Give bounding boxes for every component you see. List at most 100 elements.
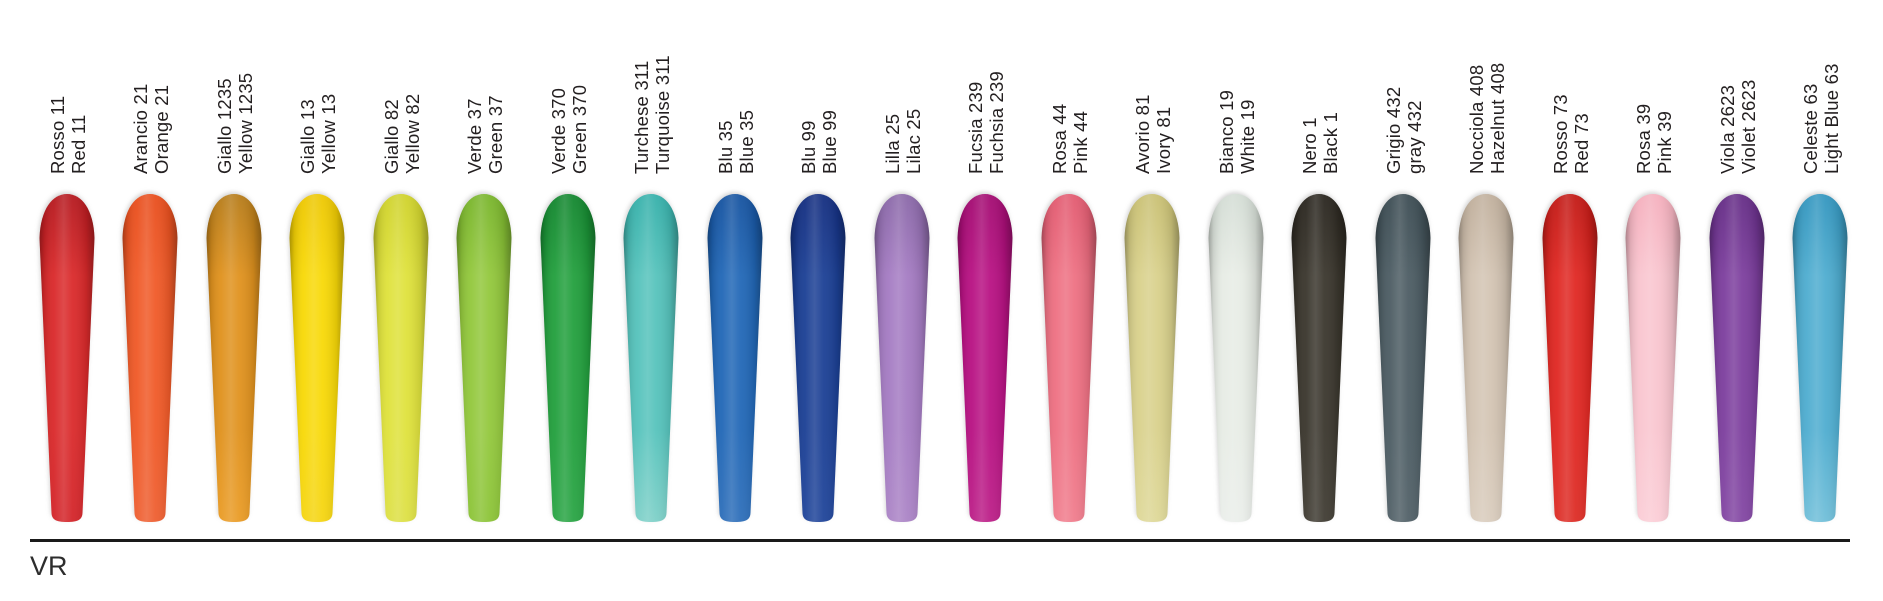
swatch-label-area: Celeste 63 Light Blue 63 bbox=[1779, 0, 1863, 192]
swatch-column: Nero 1 Black 1 bbox=[1278, 0, 1362, 524]
swatch-label: Celeste 63 Light Blue 63 bbox=[1800, 63, 1842, 174]
swatch-label-italian: Rosa 39 bbox=[1633, 103, 1655, 174]
swatch-label-english: White 19 bbox=[1236, 99, 1258, 174]
swatch-label-english: Orange 21 bbox=[151, 84, 173, 174]
swatch-label-italian: Grigio 432 bbox=[1382, 86, 1404, 174]
swatch-label-area: Rosso 73 Red 73 bbox=[1528, 0, 1612, 192]
color-swatch-shape bbox=[1542, 194, 1598, 522]
swatch-label-italian: Verde 37 bbox=[464, 98, 486, 174]
color-swatch-shape bbox=[206, 194, 262, 522]
swatch-label-english: Ivory 81 bbox=[1153, 106, 1175, 174]
swatch-label: Rosso 73 Red 73 bbox=[1550, 94, 1592, 174]
color-swatch-shape bbox=[456, 194, 512, 522]
swatch-label-area: Fucsia 239 Fuchsia 239 bbox=[944, 0, 1028, 192]
color-swatch-shape bbox=[122, 194, 178, 522]
swatch-label-area: Verde 370 Green 370 bbox=[526, 0, 610, 192]
swatch-label-area: Verde 37 Green 37 bbox=[443, 0, 527, 192]
swatch-label-italian: Giallo 82 bbox=[380, 99, 402, 174]
swatch-column: Rosa 44 Pink 44 bbox=[1027, 0, 1111, 524]
swatch-column: Avorio 81 Ivory 81 bbox=[1111, 0, 1195, 524]
swatch-label: Blu 99 Blue 99 bbox=[798, 110, 840, 174]
swatch-label-english: Green 37 bbox=[485, 95, 507, 174]
swatch-column: Rosso 73 Red 73 bbox=[1528, 0, 1612, 524]
swatch-column: Fucsia 239 Fuchsia 239 bbox=[944, 0, 1028, 524]
swatch-label: Blu 35 Blue 35 bbox=[715, 110, 757, 174]
color-swatch-shape bbox=[373, 194, 429, 522]
color-swatch-shape bbox=[957, 194, 1013, 522]
color-swatch-shape bbox=[1208, 194, 1264, 522]
swatch-label-italian: Giallo 13 bbox=[297, 99, 319, 174]
swatch-label-italian: Viola 2623 bbox=[1716, 84, 1738, 174]
color-swatch-shape bbox=[874, 194, 930, 522]
swatch-label: Fucsia 239 Fuchsia 239 bbox=[965, 71, 1007, 174]
color-swatch-shape bbox=[1625, 194, 1681, 522]
color-swatch-shape bbox=[1709, 194, 1765, 522]
swatch-label-english: Pink 44 bbox=[1069, 110, 1091, 174]
footer-label: VR bbox=[30, 551, 68, 581]
swatch-label: Nocciola 408 Hazelnut 408 bbox=[1466, 63, 1508, 174]
swatch-label-english: Turquoise 311 bbox=[652, 55, 674, 174]
swatch-label-area: Nero 1 Black 1 bbox=[1278, 0, 1362, 192]
swatch-label-italian: Fucsia 239 bbox=[965, 81, 987, 175]
swatch-column: Arancio 21 Orange 21 bbox=[109, 0, 193, 524]
swatch-label: Nero 1 Black 1 bbox=[1299, 112, 1341, 174]
swatch-column: Giallo 82 Yellow 82 bbox=[359, 0, 443, 524]
swatch-label-area: Blu 99 Blue 99 bbox=[777, 0, 861, 192]
color-swatch-shape bbox=[1458, 194, 1514, 522]
swatch-label-english: Light Blue 63 bbox=[1821, 63, 1843, 174]
swatch-label-italian: Giallo 1235 bbox=[213, 78, 235, 174]
swatch-label-area: Giallo 1235 Yellow 1235 bbox=[192, 0, 276, 192]
swatch-column: Blu 35 Blue 35 bbox=[693, 0, 777, 524]
swatch-label-english: Black 1 bbox=[1320, 111, 1342, 174]
swatch-label-english: Violet 2623 bbox=[1737, 79, 1759, 174]
footer-divider bbox=[30, 539, 1850, 542]
swatch-label-italian: Rosso 11 bbox=[46, 95, 68, 174]
swatch-label-italian: Verde 370 bbox=[547, 87, 569, 174]
swatch-label: Rosso 11 Red 11 bbox=[47, 96, 89, 174]
swatch-label-area: Grigio 432 gray 432 bbox=[1361, 0, 1445, 192]
swatch-label-english: Yellow 1235 bbox=[234, 72, 256, 174]
swatch-label-area: Avorio 81 Ivory 81 bbox=[1111, 0, 1195, 192]
swatch-label-italian: Turchese 311 bbox=[631, 60, 653, 174]
swatch-label-italian: Nero 1 bbox=[1299, 117, 1321, 174]
swatch-column: Verde 370 Green 370 bbox=[526, 0, 610, 524]
swatch-label: Giallo 13 Yellow 13 bbox=[297, 94, 339, 174]
color-swatch-shape bbox=[1375, 194, 1431, 522]
swatch-label-italian: Blu 99 bbox=[798, 120, 820, 174]
swatch-label: Arancio 21 Orange 21 bbox=[130, 84, 172, 174]
swatch-label-italian: Rosso 73 bbox=[1549, 94, 1571, 174]
swatch-label-italian: Celeste 63 bbox=[1800, 83, 1822, 174]
color-swatch-shape bbox=[1041, 194, 1097, 522]
swatch-label: Bianco 19 White 19 bbox=[1216, 90, 1258, 174]
color-swatch-shape bbox=[1792, 194, 1848, 522]
swatch-label-english: gray 432 bbox=[1403, 100, 1425, 174]
swatch-label-english: Green 370 bbox=[568, 84, 590, 174]
swatch-label-area: Bianco 19 White 19 bbox=[1194, 0, 1278, 192]
swatch-label-english: Lilac 25 bbox=[902, 108, 924, 174]
swatch-label-english: Blue 99 bbox=[819, 109, 841, 174]
swatch-label-area: Rosso 11 Red 11 bbox=[25, 0, 109, 192]
swatch-label: Grigio 432 gray 432 bbox=[1383, 87, 1425, 174]
swatch-label-area: Viola 2623 Violet 2623 bbox=[1695, 0, 1779, 192]
swatch-label: Verde 370 Green 370 bbox=[548, 85, 590, 174]
swatch-label: Viola 2623 Violet 2623 bbox=[1717, 80, 1759, 174]
swatch-label: Rosa 39 Pink 39 bbox=[1633, 104, 1675, 174]
color-swatch-shape bbox=[1124, 194, 1180, 522]
swatch-label-italian: Blu 35 bbox=[714, 120, 736, 174]
swatch-column: Verde 37 Green 37 bbox=[443, 0, 527, 524]
swatch-label: Verde 37 Green 37 bbox=[464, 95, 506, 174]
swatch-label-area: Turchese 311 Turquoise 311 bbox=[610, 0, 694, 192]
swatch-column: Viola 2623 Violet 2623 bbox=[1695, 0, 1779, 524]
swatch-label: Avorio 81 Ivory 81 bbox=[1132, 94, 1174, 174]
color-swatch-shape bbox=[289, 194, 345, 522]
swatch-label: Lilla 25 Lilac 25 bbox=[882, 109, 924, 174]
swatch-column: Lilla 25 Lilac 25 bbox=[860, 0, 944, 524]
swatch-label: Giallo 82 Yellow 82 bbox=[381, 94, 423, 174]
swatch-label-english: Yellow 13 bbox=[318, 93, 340, 174]
swatch-column: Blu 99 Blue 99 bbox=[777, 0, 861, 524]
swatch-label-area: Nocciola 408 Hazelnut 408 bbox=[1445, 0, 1529, 192]
swatch-column: Nocciola 408 Hazelnut 408 bbox=[1445, 0, 1529, 524]
swatch-label-area: Lilla 25 Lilac 25 bbox=[860, 0, 944, 192]
swatch-label-english: Red 11 bbox=[67, 114, 89, 174]
